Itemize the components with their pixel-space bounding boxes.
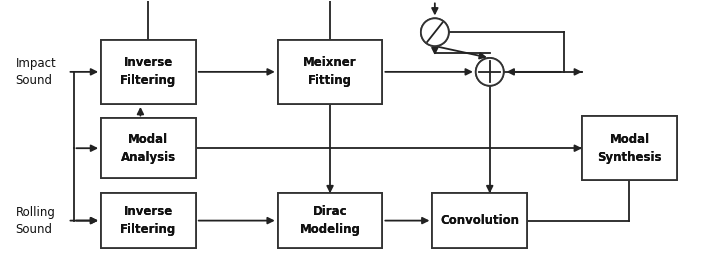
Circle shape bbox=[421, 18, 448, 46]
FancyBboxPatch shape bbox=[582, 116, 677, 180]
FancyBboxPatch shape bbox=[101, 193, 196, 248]
Text: Dirac
Modeling: Dirac Modeling bbox=[299, 205, 361, 236]
FancyBboxPatch shape bbox=[432, 193, 527, 248]
Circle shape bbox=[421, 18, 448, 46]
Text: Inverse
Filtering: Inverse Filtering bbox=[120, 205, 177, 236]
FancyBboxPatch shape bbox=[277, 193, 382, 248]
Circle shape bbox=[476, 58, 503, 86]
FancyBboxPatch shape bbox=[277, 40, 382, 104]
FancyBboxPatch shape bbox=[101, 40, 196, 104]
Circle shape bbox=[476, 58, 503, 86]
Text: Modal
Synthesis: Modal Synthesis bbox=[597, 133, 662, 164]
FancyBboxPatch shape bbox=[101, 119, 196, 178]
Text: Modal
Analysis: Modal Analysis bbox=[120, 133, 176, 164]
Text: Modal
Analysis: Modal Analysis bbox=[120, 133, 176, 164]
Text: Modal
Synthesis: Modal Synthesis bbox=[597, 133, 662, 164]
FancyBboxPatch shape bbox=[101, 119, 196, 178]
Text: Dirac
Modeling: Dirac Modeling bbox=[299, 205, 361, 236]
Text: Meixner
Fitting: Meixner Fitting bbox=[303, 56, 357, 87]
Text: Inverse
Filtering: Inverse Filtering bbox=[120, 56, 177, 87]
FancyBboxPatch shape bbox=[277, 40, 382, 104]
FancyBboxPatch shape bbox=[101, 40, 196, 104]
Text: Convolution: Convolution bbox=[440, 214, 519, 227]
Text: Convolution: Convolution bbox=[440, 214, 519, 227]
Text: Inverse
Filtering: Inverse Filtering bbox=[120, 205, 177, 236]
FancyBboxPatch shape bbox=[101, 193, 196, 248]
Text: Impact
Sound: Impact Sound bbox=[16, 57, 56, 87]
Text: Meixner
Fitting: Meixner Fitting bbox=[303, 56, 357, 87]
Text: Inverse
Filtering: Inverse Filtering bbox=[120, 56, 177, 87]
FancyBboxPatch shape bbox=[432, 193, 527, 248]
Text: Rolling
Sound: Rolling Sound bbox=[16, 206, 56, 236]
FancyBboxPatch shape bbox=[277, 193, 382, 248]
FancyBboxPatch shape bbox=[582, 116, 677, 180]
